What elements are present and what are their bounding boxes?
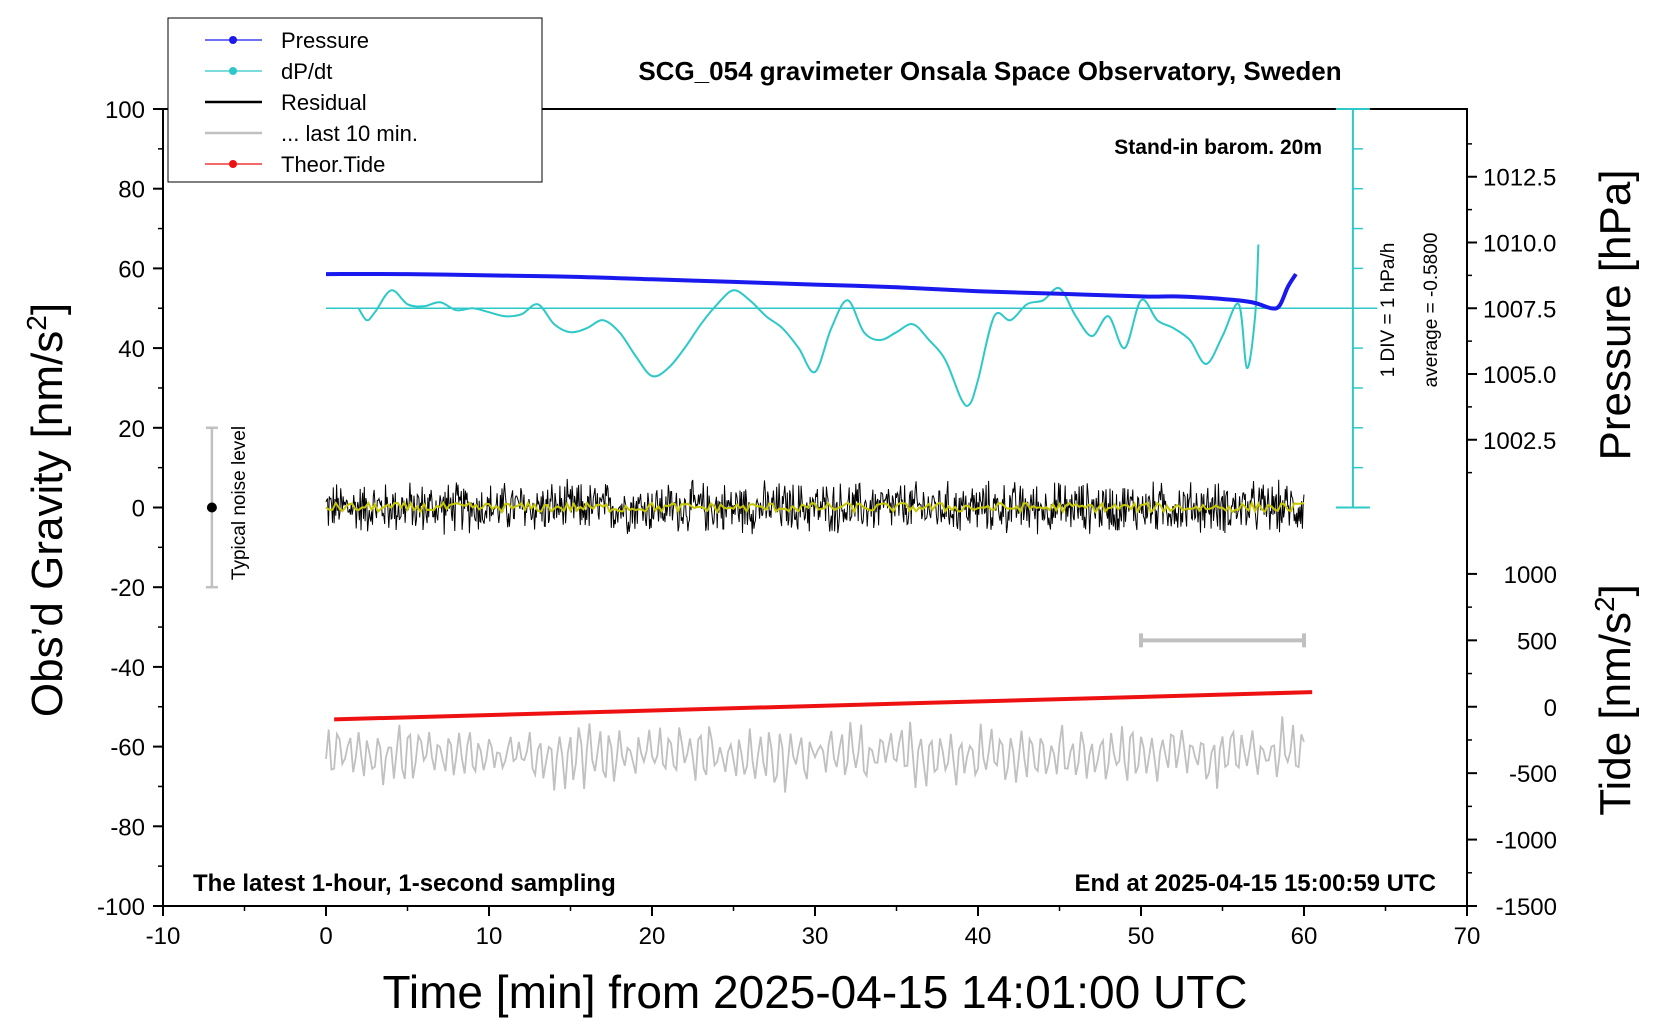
- tide-tick-label-4: 500: [1517, 628, 1557, 655]
- tide-tick-label-0: -1500: [1496, 894, 1557, 921]
- legend-label-2: Residual: [281, 90, 367, 115]
- tide-axis-label-end: ]: [1591, 584, 1640, 596]
- tide-tick-label-2: -500: [1509, 761, 1557, 788]
- x-tick-label-1: 0: [319, 923, 332, 950]
- tide-axis-label-main: Tide [nm/s: [1591, 612, 1640, 816]
- legend-marker-4: [229, 160, 237, 168]
- dpdt-line: [357, 244, 1260, 407]
- residual-smoothed-line: [325, 500, 1305, 515]
- latest-annotation: The latest 1-hour, 1-second sampling: [193, 870, 616, 897]
- x-tick-label-5: 40: [965, 923, 992, 950]
- legend-box: [167, 17, 543, 183]
- pressure-tick-label-3: 1010.0: [1483, 230, 1556, 257]
- y-axis-label-left-main: Obs’d Gravity [nm/s: [23, 331, 72, 717]
- y-tick-label-5: 0: [132, 496, 145, 523]
- x-axis-label: Time [min] from 2025-04-15 14:01:00 UTC: [383, 966, 1248, 1018]
- legend-marker-1: [229, 67, 237, 75]
- legend-label-0: Pressure: [281, 28, 369, 53]
- y-axis-label-left-end: ]: [23, 303, 72, 315]
- tide-tick-label-3: 0: [1544, 695, 1557, 722]
- legend: Pressure dP/dt Residual ... last 10 min. The…: [167, 17, 543, 183]
- x-tick-label-4: 30: [802, 923, 829, 950]
- legend-label-3: ... last 10 min.: [281, 121, 418, 146]
- x-tick-label-2: 10: [476, 923, 503, 950]
- x-tick-label-3: 20: [639, 923, 666, 950]
- x-tick-label-7: 60: [1291, 923, 1318, 950]
- x-tick-label-6: 50: [1128, 923, 1155, 950]
- y-tick-label-9: 80: [118, 177, 145, 204]
- y-tick-label-0: -100: [97, 894, 145, 921]
- chart-title: SCG_054 gravimeter Onsala Space Observat…: [638, 56, 1341, 86]
- series-layer: [205, 108, 1378, 793]
- tide-axis-label-sup: 2: [1589, 596, 1620, 612]
- axes-layer: -10 0 10 20 30 40 50 60 70-100-80-60-40-20020406…: [97, 97, 1557, 950]
- y-tick-label-4: -20: [110, 575, 145, 602]
- tide-tick-label-1: -1000: [1496, 828, 1557, 855]
- legend-marker-0: [229, 36, 237, 44]
- y-tick-label-6: 20: [118, 416, 145, 443]
- pressure-tick-label-1: 1005.0: [1483, 362, 1556, 389]
- stand-in-annotation: Stand-in barom. 20m: [1114, 136, 1322, 159]
- tide-tick-label-5: 1000: [1504, 562, 1557, 589]
- pressure-tick-label-4: 1012.5: [1483, 165, 1556, 192]
- end-at-annotation: End at 2025-04-15 15:00:59 UTC: [1075, 870, 1437, 897]
- tide-axis-label: Tide [nm/s2]: [1589, 584, 1640, 816]
- y-tick-label-1: -80: [110, 814, 145, 841]
- x-tick-label-0: -10: [146, 923, 181, 950]
- div-label: 1 DIV = 1 hPa/h: [1378, 243, 1399, 378]
- pressure-axis-label: Pressure [hPa]: [1591, 169, 1640, 460]
- pressure-tick-label-2: 1007.5: [1483, 296, 1556, 323]
- legend-label-1: dP/dt: [281, 59, 332, 84]
- legend-label-4: Theor.Tide: [281, 152, 385, 177]
- y-tick-label-10: 100: [105, 97, 145, 124]
- average-label: average = -0.5800: [1421, 233, 1442, 388]
- text-layer: SCG_054 gravimeter Onsala Space Observat…: [21, 56, 1640, 1018]
- pressure-line: [325, 271, 1298, 311]
- y-tick-label-8: 60: [118, 256, 145, 283]
- y-axis-label-left-sup: 2: [21, 315, 52, 331]
- theor-tide-line: [334, 690, 1313, 722]
- y-axis-label-left: Obs’d Gravity [nm/s2]: [21, 303, 72, 717]
- y-tick-label-2: -60: [110, 735, 145, 762]
- y-tick-label-7: 40: [118, 336, 145, 363]
- y-tick-label-3: -40: [110, 655, 145, 682]
- last-10-min-line: [325, 716, 1305, 793]
- pressure-tick-label-0: 1002.5: [1483, 428, 1556, 455]
- x-tick-label-8: 70: [1454, 923, 1481, 950]
- noise-label: Typical noise level: [229, 426, 250, 580]
- noise-bar-center: [206, 502, 217, 513]
